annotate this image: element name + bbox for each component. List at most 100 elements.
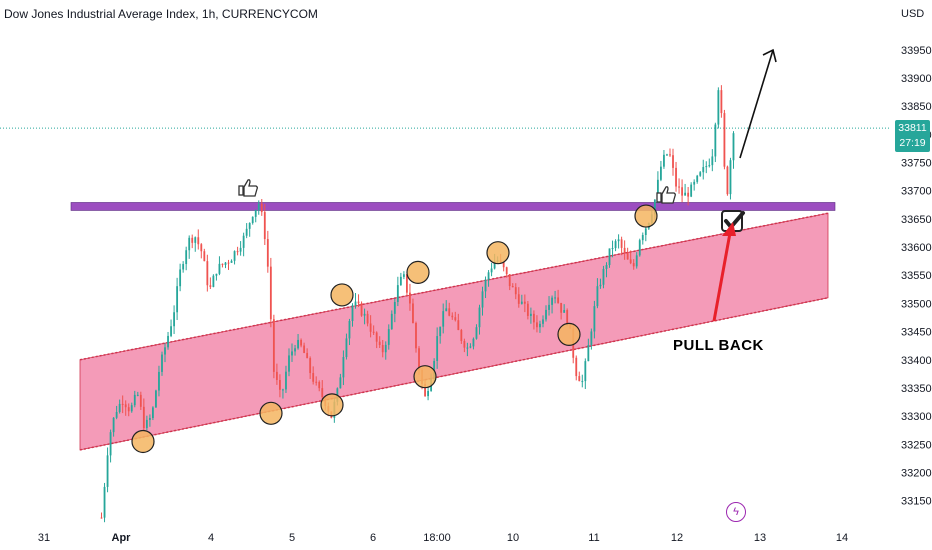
thumbs-up-icon <box>238 179 258 197</box>
candle-body <box>248 222 251 229</box>
candle-body <box>551 297 553 305</box>
candle-body <box>161 354 163 372</box>
price-tick-label: 33950 <box>901 45 932 57</box>
candle-body <box>260 203 263 213</box>
candle-body <box>699 172 702 176</box>
candle-body <box>508 274 511 287</box>
candle-body <box>224 262 227 265</box>
candle-body <box>357 301 360 304</box>
candle-body <box>463 340 466 348</box>
time-tick-label: 31 <box>38 532 50 544</box>
candle-body <box>672 155 674 168</box>
candle-body <box>321 388 324 398</box>
candle-body <box>191 237 194 243</box>
candle-body <box>188 237 191 251</box>
channel-touch-marker <box>406 260 430 285</box>
candle-body <box>297 339 299 349</box>
time-tick-label: 13 <box>754 532 766 544</box>
price-tick-label: 33850 <box>901 101 932 113</box>
candle-body <box>520 301 523 304</box>
candle-body <box>529 313 532 316</box>
candle-body <box>584 361 587 382</box>
price-tick-label: 33450 <box>901 327 932 339</box>
candle-body <box>227 262 230 264</box>
price-tick-label: 33200 <box>901 467 932 479</box>
candle-body <box>466 347 469 349</box>
candle-body <box>145 419 148 429</box>
candle-body <box>360 303 363 316</box>
candle-body <box>155 390 157 408</box>
candle-body <box>396 285 399 302</box>
candle-body <box>732 133 735 161</box>
lightning-bolt-icon[interactable]: ϟ <box>726 502 746 522</box>
thumbs-up-icon <box>656 186 676 204</box>
candle-body <box>369 323 372 332</box>
bar-countdown: 27:19 <box>899 137 926 149</box>
candle-body <box>608 248 611 266</box>
candle-body <box>291 351 293 356</box>
candle-body <box>533 313 535 323</box>
price-tick-label: 33250 <box>901 439 932 451</box>
candle-body <box>660 166 662 180</box>
candle-body <box>666 154 668 156</box>
candle-body <box>275 371 278 380</box>
candle-body <box>448 308 451 316</box>
candle-body <box>490 268 493 273</box>
candle-body <box>109 432 112 456</box>
candle-body <box>185 250 188 265</box>
time-tick-label: 5 <box>289 532 295 544</box>
candle-body <box>424 383 426 397</box>
candle-body <box>481 291 484 308</box>
candle-body <box>656 179 659 200</box>
candle-body <box>152 407 154 419</box>
candle-body <box>257 203 260 210</box>
channel-touch-marker <box>320 393 344 417</box>
candle-body <box>723 113 726 167</box>
candle-body <box>233 251 236 261</box>
candle-body <box>511 286 514 288</box>
last-price-badge: 33811 27:19 <box>895 120 930 152</box>
candle-body <box>164 347 166 355</box>
candle-body <box>427 390 429 397</box>
candle-body <box>415 323 417 349</box>
candle-body <box>363 313 366 316</box>
candle-body <box>115 411 118 418</box>
candle-body <box>236 251 239 253</box>
candle-body <box>451 315 454 318</box>
candle-body <box>142 406 145 429</box>
candle-body <box>279 379 281 390</box>
candle-body <box>457 320 460 331</box>
candle-body <box>269 266 272 320</box>
candle-body <box>418 348 420 371</box>
candle-body <box>345 338 348 358</box>
candle-body <box>526 303 529 316</box>
candle-body <box>605 265 608 269</box>
candle-body <box>221 263 224 265</box>
time-tick-label: 18:00 <box>423 532 451 544</box>
candle-body <box>436 336 439 361</box>
candle-body <box>372 331 375 333</box>
candle-body <box>726 166 729 195</box>
candle-body <box>381 344 384 353</box>
candle-body <box>729 160 732 195</box>
candle-body <box>230 260 233 263</box>
chart-title: Dow Jones Industrial Average Index, 1h, … <box>4 7 318 21</box>
candle-body <box>602 268 605 285</box>
candle-body <box>136 394 139 396</box>
candle-body <box>148 418 151 420</box>
channel-lower-line <box>79 297 829 451</box>
price-tick-label: 33900 <box>901 73 932 85</box>
candle-body <box>254 209 257 217</box>
candle-body <box>502 262 505 268</box>
candle-body <box>206 261 209 286</box>
candle-body <box>475 327 478 339</box>
candle-body <box>590 331 593 346</box>
candle-body <box>623 247 626 254</box>
candle-body <box>439 326 442 337</box>
touch-point-markers <box>131 204 658 454</box>
candle-body <box>315 381 318 383</box>
candle-body <box>173 312 175 327</box>
candle-body <box>351 305 354 321</box>
candle-body <box>342 357 345 378</box>
candle-body <box>687 192 690 197</box>
